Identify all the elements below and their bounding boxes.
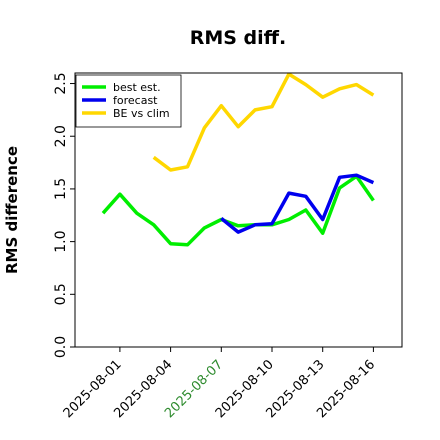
legend-entry: forecast bbox=[113, 94, 158, 107]
y-tick-label: 0.0 bbox=[53, 336, 69, 358]
series-line-1 bbox=[220, 173, 375, 234]
y-axis-label: RMS difference bbox=[3, 146, 21, 274]
legend-entry: best est. bbox=[113, 81, 161, 94]
y-tick-label: 2.5 bbox=[53, 72, 69, 94]
y-tick-label: 1.0 bbox=[53, 230, 69, 252]
chart-title: RMS diff. bbox=[190, 27, 287, 49]
plot-frame bbox=[74, 72, 403, 348]
x-axis: 2025-08-012025-08-042025-08-072025-08-10… bbox=[61, 347, 378, 421]
series-line-2 bbox=[152, 73, 375, 172]
series-layer bbox=[101, 73, 375, 247]
legend-entry: BE vs clim bbox=[113, 107, 170, 120]
y-tick-label: 0.5 bbox=[53, 283, 69, 305]
y-axis: 0.0 0.5 1.0 1.5 2.0 2.5 bbox=[53, 72, 75, 358]
series-line-0 bbox=[101, 174, 375, 247]
y-tick-label: 1.5 bbox=[53, 178, 69, 200]
y-tick-label: 2.0 bbox=[53, 125, 69, 147]
